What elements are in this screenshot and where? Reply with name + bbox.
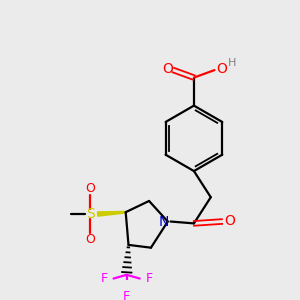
Text: F: F: [146, 272, 153, 285]
Text: N: N: [159, 214, 169, 229]
Text: O: O: [217, 62, 227, 76]
Text: S: S: [86, 207, 94, 221]
Text: O: O: [162, 62, 173, 76]
Text: F: F: [123, 290, 130, 300]
Text: O: O: [85, 233, 95, 246]
Text: H: H: [228, 58, 236, 68]
Text: F: F: [100, 272, 108, 285]
Polygon shape: [98, 212, 126, 216]
Text: O: O: [224, 214, 235, 228]
Text: O: O: [85, 182, 95, 195]
